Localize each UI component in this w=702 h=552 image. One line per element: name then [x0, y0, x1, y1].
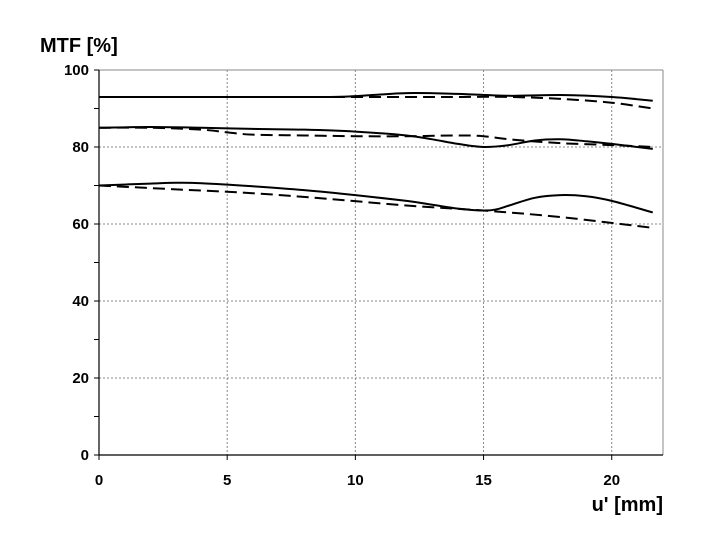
tick-labels: 0 20 40 60 80 100 0 5 10 15 20 — [64, 62, 620, 489]
x-tick-label: 0 — [95, 472, 103, 489]
series-line-2-dashed — [98, 95, 653, 110]
series-layer — [98, 91, 654, 229]
x-tick-label: 5 — [223, 472, 231, 489]
x-tick-label: 20 — [603, 472, 620, 489]
y-tick-label: 20 — [72, 370, 89, 387]
y-tick-label: 80 — [72, 139, 89, 156]
series-line-5-solid — [98, 181, 654, 214]
series-line-6-dashed — [98, 184, 653, 229]
grid — [99, 70, 663, 455]
x-tick-label: 10 — [347, 472, 364, 489]
x-axis-title: u' [mm] — [592, 494, 663, 516]
y-tick-label: 100 — [64, 62, 89, 79]
series-line-4-dashed — [98, 126, 653, 148]
y-tick-label: 0 — [81, 447, 89, 464]
series-line-3-solid — [98, 125, 653, 150]
y-axis-title: MTF [%] — [40, 35, 118, 57]
y-tick-label: 60 — [72, 216, 89, 233]
y-tick-label: 40 — [72, 293, 89, 310]
axes — [94, 69, 664, 460]
series-line-1-solid — [98, 91, 653, 102]
x-tick-label: 15 — [475, 472, 492, 489]
